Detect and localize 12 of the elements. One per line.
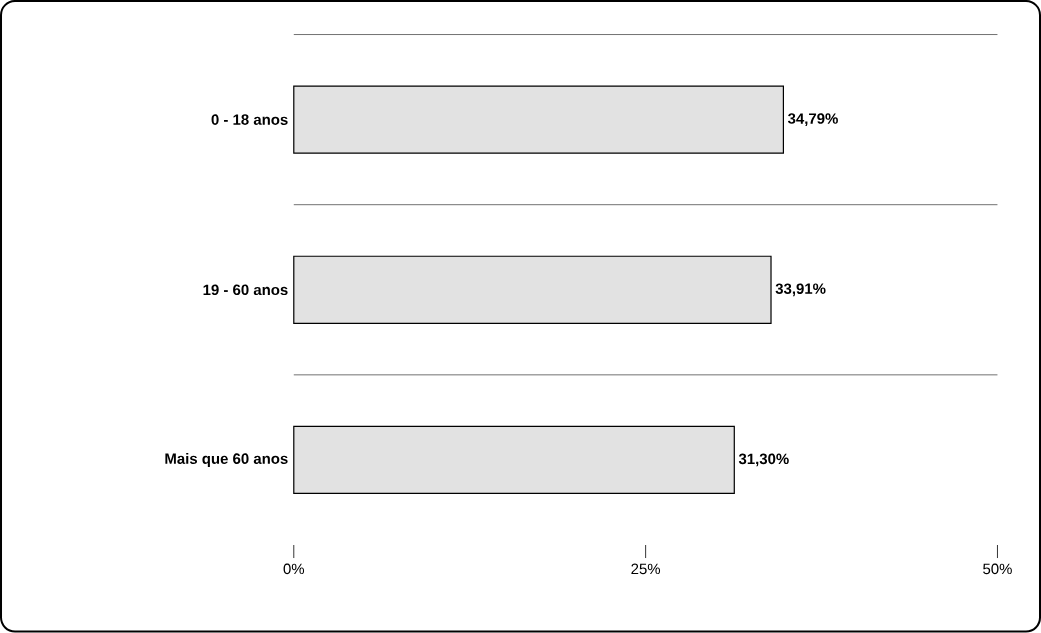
bar	[293, 426, 735, 495]
data-label: 31,30%	[738, 453, 789, 467]
data-label: 33,91%	[775, 283, 826, 297]
x-tick-label: 25%	[631, 563, 661, 575]
y-tick-label: 19 - 60 anos	[203, 284, 288, 296]
data-label: 34,79%	[787, 113, 838, 127]
y-tick-label: Mais que 60 anos	[165, 453, 288, 468]
x-tick-label: 50%	[983, 563, 1012, 575]
bar	[293, 85, 784, 154]
x-tick-label: 0%	[283, 563, 305, 575]
bar	[293, 255, 772, 325]
y-tick-label: 0 - 18 anos	[211, 114, 288, 126]
